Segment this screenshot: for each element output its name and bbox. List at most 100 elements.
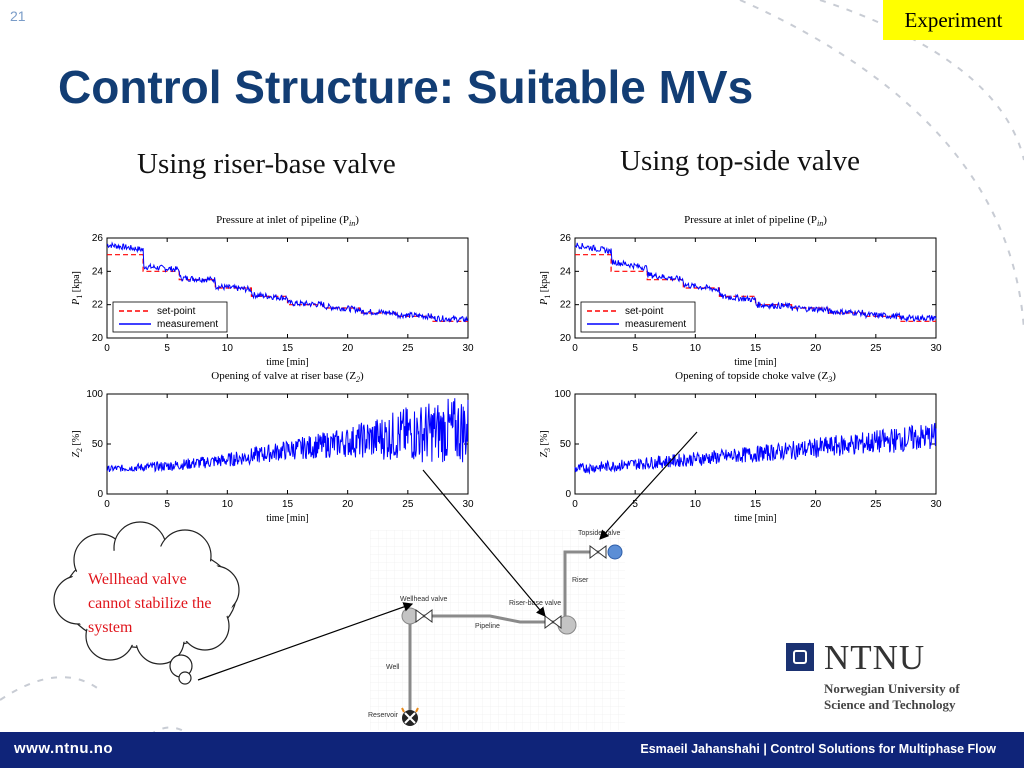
ntnu-logo-ring [793, 650, 807, 664]
chart-right-valve: Opening of topside choke valve (Z3) time … [539, 370, 942, 524]
x-tick-label: 15 [750, 343, 762, 354]
y-tick-label: 22 [560, 300, 572, 311]
page-title: Control Structure: Suitable MVs [58, 61, 754, 113]
chart-title: Opening of valve at riser base (Z2) [211, 370, 364, 384]
x-tick-label: 0 [572, 499, 578, 510]
y-tick-label: 50 [560, 439, 572, 450]
arrow-to-riser-base-valve [422, 469, 546, 617]
x-tick-label: 5 [632, 499, 638, 510]
y-tick-label: 100 [86, 389, 103, 400]
footer-bar [0, 732, 1024, 768]
ntnu-logo-subtitle: Norwegian University of Science and Tech… [824, 681, 960, 713]
legend-measurement-label: measurement [625, 319, 686, 330]
legend-box [580, 301, 696, 333]
series-measurement [574, 242, 937, 323]
x-tick-label: 0 [104, 499, 110, 510]
topside-valve-icon [589, 545, 607, 559]
experiment-badge: Experiment [883, 0, 1024, 40]
x-tick-label: 30 [462, 343, 474, 354]
y-tick-label: 24 [92, 266, 104, 277]
y-axis-label: Z3 [%] [539, 430, 552, 457]
ntnu-subtitle-line2: Science and Technology [824, 697, 956, 712]
chart-title: Opening of topside choke valve (Z3) [675, 370, 836, 384]
footer-url[interactable]: www.ntnu.no [14, 740, 114, 757]
legend-setpoint-label: set-point [625, 306, 664, 317]
y-tick-label: 0 [97, 489, 103, 500]
x-tick-label: 25 [870, 343, 882, 354]
series-valve-opening [106, 398, 469, 473]
legend-box [112, 301, 228, 333]
x-tick-label: 5 [164, 343, 170, 354]
series-measurement [106, 241, 469, 324]
left-column-heading: Using riser-base valve [137, 148, 396, 180]
y-axis-label: P1 [kpa] [539, 271, 552, 306]
right-column-heading: Using top-side valve [620, 145, 861, 177]
arrow-to-topside-valve [599, 431, 698, 540]
diagram-grid [370, 530, 625, 730]
x-tick-label: 5 [632, 343, 638, 354]
chart-title: Pressure at inlet of pipeline (Pin) [684, 214, 827, 228]
x-tick-label: 10 [690, 499, 702, 510]
x-tick-label: 0 [104, 343, 110, 354]
x-tick-label: 25 [870, 499, 882, 510]
x-tick-label: 30 [462, 499, 474, 510]
x-tick-label: 20 [810, 499, 822, 510]
ntnu-logo-name: NTNU [824, 638, 926, 677]
x-axis-label: time [min] [266, 513, 309, 524]
y-axis-label: P1 [kpa] [71, 271, 84, 306]
riser-base-valve-icon [544, 615, 562, 629]
y-tick-label: 26 [560, 233, 572, 244]
y-axis-label: Z2 [%] [71, 430, 84, 457]
x-tick-label: 15 [282, 343, 294, 354]
y-tick-label: 22 [92, 300, 104, 311]
callout-text: Wellhead valve cannot stabilize the syst… [88, 571, 212, 636]
y-tick-label: 0 [565, 489, 571, 500]
slide-number: 21 [10, 8, 26, 24]
x-tick-label: 10 [690, 343, 702, 354]
x-axis-label: time [min] [734, 513, 777, 524]
y-tick-label: 50 [92, 439, 104, 450]
wellhead-valve-label: Wellhead valve [400, 596, 448, 603]
x-tick-label: 5 [164, 499, 170, 510]
x-tick-label: 20 [810, 343, 822, 354]
separator-icon [607, 544, 623, 560]
x-tick-label: 25 [402, 343, 414, 354]
pipeline-label: Pipeline [475, 623, 500, 630]
x-tick-label: 0 [572, 343, 578, 354]
x-tick-label: 20 [342, 343, 354, 354]
riser-label: Riser [572, 577, 589, 584]
chart-left-pressure: Pressure at inlet of pipeline (Pin) time … [71, 214, 474, 368]
legend-measurement-label: measurement [157, 319, 218, 330]
x-tick-label: 25 [402, 499, 414, 510]
chart-title: Pressure at inlet of pipeline (Pin) [216, 214, 359, 228]
y-tick-label: 20 [560, 333, 572, 344]
x-tick-label: 15 [750, 499, 762, 510]
footer-credit: Esmaeil Jahanshahi | Control Solutions f… [640, 742, 996, 756]
arrow-to-wellhead-valve [197, 602, 414, 681]
ntnu-logo-icon [786, 643, 814, 671]
well-label: Well [386, 664, 400, 671]
reservoir-label: Reservoir [368, 712, 398, 719]
x-tick-label: 10 [222, 343, 234, 354]
chart-left-valve: Opening of valve at riser base (Z2) time … [71, 370, 474, 524]
x-tick-label: 15 [282, 499, 294, 510]
x-tick-label: 20 [342, 499, 354, 510]
legend-setpoint-label: set-point [157, 306, 196, 317]
wellhead-valve-icon [415, 609, 433, 623]
process-diagram [370, 530, 625, 730]
y-tick-label: 24 [560, 266, 572, 277]
x-tick-label: 10 [222, 499, 234, 510]
y-tick-label: 20 [92, 333, 104, 344]
x-tick-label: 30 [930, 343, 942, 354]
y-tick-label: 100 [554, 389, 571, 400]
x-axis-label: time [min] [734, 357, 777, 368]
chart-right-pressure: Pressure at inlet of pipeline (Pin) time … [539, 214, 942, 368]
ntnu-subtitle-line1: Norwegian University of [824, 681, 960, 696]
y-tick-label: 26 [92, 233, 104, 244]
reservoir-icon [401, 707, 419, 726]
series-valve-opening [574, 422, 937, 475]
x-tick-label: 30 [930, 499, 942, 510]
